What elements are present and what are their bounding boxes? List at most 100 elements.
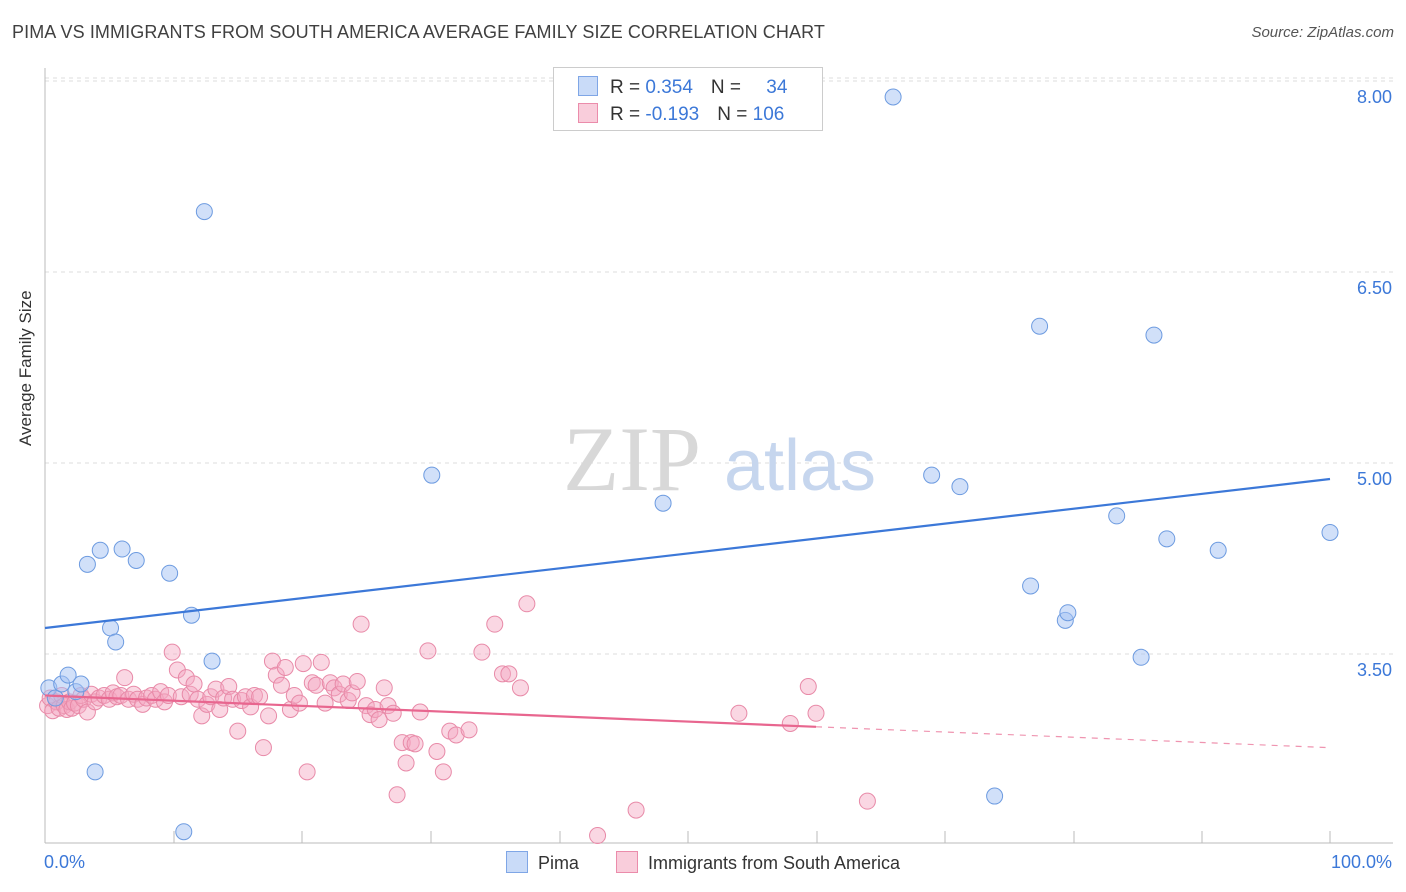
legend-r-label: R = [610,77,646,98]
legend-r-value-pima: 0.354 [645,77,693,98]
point-immigrants [260,707,278,725]
point-immigrants [397,754,415,772]
point-immigrants [428,742,446,760]
point-pima [1022,577,1040,595]
legend-n-label: N = [717,104,753,125]
point-pima [1132,648,1150,666]
trend-line-immigrants-extension [815,726,1331,749]
point-immigrants [298,763,316,781]
point-immigrants [393,734,411,752]
point-pima [1209,541,1227,559]
point-immigrants [781,714,799,732]
point-immigrants [254,739,272,757]
point-immigrants [370,711,388,729]
point-immigrants [236,688,254,706]
point-pima [1031,317,1049,335]
point-pima [203,652,221,670]
y-tick-label: 3.50 [1356,660,1392,680]
watermark-zip: ZIP [563,408,701,510]
point-pima [951,478,969,496]
legend-item-immigrants[interactable]: Immigrants from South America [615,851,900,874]
point-pima [46,689,64,707]
point-immigrants [330,685,348,703]
point-pima [654,494,672,512]
point-immigrants [116,669,134,687]
point-immigrants [163,643,181,661]
chart-title: PIMA VS IMMIGRANTS FROM SOUTH AMERICA AV… [12,22,825,42]
point-immigrants [307,676,325,694]
legend-r-label: R = [610,104,646,125]
point-immigrants [518,595,536,613]
point-immigrants [799,678,817,696]
point-immigrants [316,694,334,712]
series-immigrants-points [39,595,876,845]
point-pima [1108,507,1126,525]
legend-swatch-pima [578,76,598,96]
point-immigrants [375,679,393,697]
point-pima [1158,530,1176,548]
point-immigrants [220,678,238,696]
axes [44,68,1393,844]
point-immigrants [251,688,269,706]
legend-n-value-pima: 34 [766,77,788,98]
legend-label-pima: Pima [537,853,579,873]
point-immigrants [486,615,504,633]
y-tick-label: 6.50 [1356,278,1392,298]
point-immigrants [272,676,290,694]
point-immigrants [294,655,312,673]
x-tick-label-max: 100.0% [1330,852,1392,872]
point-immigrants [419,642,437,660]
point-pima [72,675,90,693]
point-immigrants [627,801,645,819]
legend-swatch-pima [505,851,528,873]
point-pima [59,666,77,684]
y-axis-label: Average Family Size [16,290,35,446]
point-immigrants [384,704,402,722]
point-immigrants [185,675,203,693]
watermark: ZIP atlas [563,408,876,510]
legend-item-pima[interactable]: Pima [505,851,579,874]
y-tick-label: 8.00 [1356,87,1392,107]
point-pima [923,466,941,484]
point-pima [91,541,109,559]
point-pima [1145,326,1163,344]
point-pima [175,823,193,841]
point-immigrants [460,721,478,739]
point-immigrants [406,735,424,753]
point-immigrants [511,679,529,697]
point-pima [423,466,441,484]
correlation-legend: R = 0.354 N = 34 R = -0.193 N = 106 [553,67,823,131]
point-immigrants [388,786,406,804]
legend-swatch-immigrants [615,851,638,873]
trend-lines [44,477,1331,749]
source-label: Source: ZipAtlas.com [1251,24,1394,41]
legend-row-pima: R = 0.354 N = 34 [578,76,787,98]
point-pima [127,551,145,569]
point-immigrants [334,675,352,693]
point-pima [1059,604,1077,622]
x-tick-label-min: 0.0% [44,852,86,872]
point-immigrants [229,722,247,740]
point-pima [1321,523,1339,541]
y-tick-label: 5.00 [1356,469,1392,489]
point-immigrants [473,643,491,661]
point-immigrants [198,695,216,713]
legend-swatch-immigrants [578,103,598,123]
point-immigrants [500,665,518,683]
gridlines [45,77,1393,655]
point-immigrants [276,658,294,676]
legend-n-label: N = [710,77,747,98]
point-immigrants [858,792,876,810]
point-immigrants [434,763,452,781]
point-immigrants [348,672,366,690]
point-immigrants [290,694,308,712]
point-immigrants [589,827,607,845]
watermark-atlas: atlas [724,426,876,506]
point-immigrants [730,704,748,722]
point-pima [986,787,1004,805]
point-immigrants [361,706,379,724]
point-pima [86,763,104,781]
point-immigrants [312,653,330,671]
trend-line-immigrants [44,694,817,728]
